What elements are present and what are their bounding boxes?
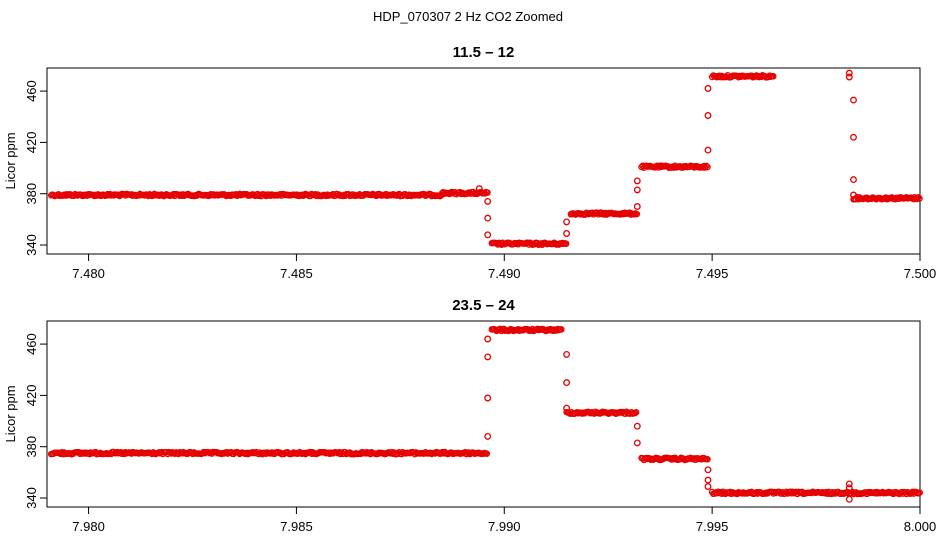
y-tick-label: 460: [24, 333, 39, 355]
data-point: [704, 85, 712, 92]
data-point: [704, 483, 712, 490]
data-point: [633, 422, 641, 430]
data-point: [845, 484, 853, 492]
y-tick-label: 460: [24, 80, 39, 102]
x-tick-label: 7.980: [72, 519, 105, 534]
data-point: [633, 439, 641, 447]
page-title: HDP_070307 2 Hz CO2 Zoomed: [372, 9, 564, 24]
data-point: [770, 73, 777, 80]
data-point: [633, 186, 641, 194]
data-point: [703, 162, 710, 170]
data-point: [484, 335, 492, 343]
data-point: [850, 191, 857, 199]
data-point: [845, 69, 853, 77]
data-point: [475, 185, 483, 193]
data-point: [850, 176, 857, 184]
data-point: [633, 210, 641, 218]
data-point: [916, 489, 923, 496]
plot-frame: [46, 320, 921, 508]
y-tick-label: 380: [24, 183, 39, 205]
data-series-segment: [563, 408, 640, 417]
x-tick-label: 7.985: [280, 519, 313, 534]
data-point: [563, 218, 571, 226]
data-point: [484, 231, 492, 239]
data-point: [632, 409, 640, 416]
data-series-segment: [47, 448, 491, 458]
x-tick-label: 7.480: [72, 266, 105, 281]
data-point: [845, 495, 853, 503]
data-series-segment: [488, 239, 570, 249]
data-point: [484, 394, 492, 402]
x-tick-label: 8.000: [904, 519, 936, 534]
data-series-segment: [638, 162, 711, 172]
plot-frame: [46, 67, 921, 255]
panel-title: 11.5 – 12: [453, 44, 515, 61]
data-point: [915, 194, 922, 201]
data-point: [563, 350, 571, 358]
data-series-segment: [47, 190, 445, 200]
data-point: [562, 240, 570, 247]
data-series-segment: [567, 209, 641, 218]
chart-panel-1: 11.5 – 12 Licor ppm 7.480 7.485 7.490 7.495 7.…: [3, 44, 936, 281]
chart-panel-2: 23.5 – 24 Licor ppm 7.980 7.985 7.990 7.995 8.…: [3, 297, 936, 534]
data-point: [558, 326, 565, 333]
y-tick-label: 420: [24, 385, 39, 407]
data-point: [563, 379, 571, 387]
x-tick-label: 7.990: [488, 519, 521, 534]
data-point: [704, 466, 712, 474]
data-point: [633, 203, 641, 210]
data-point: [704, 146, 712, 154]
data-point: [563, 404, 571, 412]
y-tick-label: 380: [24, 436, 39, 458]
x-tick-label: 7.490: [488, 266, 521, 281]
data-point: [845, 480, 853, 488]
data-point: [700, 162, 708, 170]
data-point: [850, 96, 857, 104]
data-point: [704, 163, 711, 171]
data-point: [484, 353, 492, 361]
data-series-segment: [850, 193, 923, 203]
y-tick-label: 420: [24, 132, 39, 154]
data-point: [704, 476, 712, 484]
data-point: [484, 197, 492, 205]
data-point: [483, 450, 491, 457]
data-point: [845, 73, 853, 81]
data-point: [484, 432, 492, 440]
data-series-segment: [438, 188, 491, 198]
x-tick-label: 7.495: [696, 266, 729, 281]
data-series-segment: [708, 488, 923, 498]
x-tick-label: 7.485: [280, 266, 313, 281]
panel-title: 23.5 – 24: [452, 297, 515, 314]
data-point: [704, 455, 711, 463]
data-point: [563, 230, 571, 237]
y-tick-label: 340: [24, 487, 39, 509]
y-tick-label: 340: [24, 234, 39, 256]
data-point: [916, 195, 923, 202]
data-series-segment: [708, 72, 777, 81]
data-series-segment: [488, 325, 565, 335]
data-point: [484, 189, 491, 196]
data-point: [484, 214, 492, 222]
y-axis-label: Licor ppm: [3, 132, 18, 189]
data-point: [633, 177, 641, 185]
data-point: [850, 133, 857, 141]
data-point: [704, 112, 712, 119]
data-series-segment: [638, 454, 711, 464]
x-tick-label: 7.995: [696, 519, 729, 534]
y-axis-label: Licor ppm: [3, 385, 18, 442]
x-tick-label: 7.500: [904, 266, 936, 281]
